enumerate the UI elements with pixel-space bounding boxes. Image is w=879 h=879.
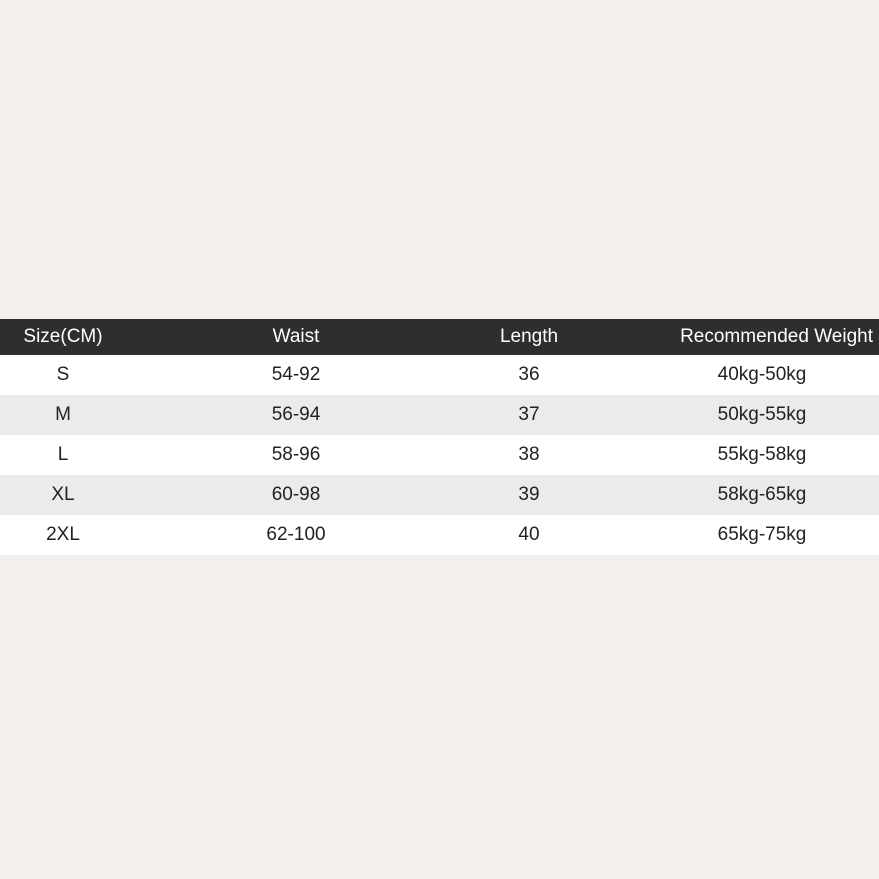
weight-cell: 65kg-75kg (717, 524, 807, 545)
size-cell: XL (51, 484, 75, 505)
weight-cell: 58kg-65kg (717, 484, 807, 505)
table-row: M 56-94 37 50kg-55kg (0, 395, 879, 435)
header-weight: Recommended Weight (680, 326, 873, 347)
length-cell: 39 (518, 484, 540, 505)
waist-cell: 58-96 (271, 444, 321, 465)
weight-cell: 55kg-58kg (717, 444, 807, 465)
length-cell: 38 (518, 444, 540, 465)
table-row: 2XL 62-100 40 65kg-75kg (0, 515, 879, 555)
waist-cell: 54-92 (271, 364, 321, 385)
weight-cell: 50kg-55kg (717, 404, 807, 425)
header-length: Length (499, 326, 559, 347)
table-row: L 58-96 38 55kg-58kg (0, 435, 879, 475)
size-cell: M (55, 404, 71, 425)
weight-cell: 40kg-50kg (717, 364, 807, 385)
length-cell: 40 (518, 524, 540, 545)
waist-cell: 60-98 (271, 484, 321, 505)
size-chart-table: Size(CM) Waist Length Recommended Weight… (0, 319, 879, 555)
length-cell: 36 (518, 364, 540, 385)
header-size: Size(CM) (23, 326, 103, 347)
size-cell: S (56, 364, 70, 385)
waist-cell: 56-94 (271, 404, 321, 425)
table-row: XL 60-98 39 58kg-65kg (0, 475, 879, 515)
size-cell: L (57, 444, 69, 465)
size-cell: 2XL (46, 524, 80, 545)
header-waist: Waist (272, 326, 320, 347)
table-header: Size(CM) Waist Length Recommended Weight (0, 319, 879, 355)
length-cell: 37 (518, 404, 540, 425)
table-row: S 54-92 36 40kg-50kg (0, 355, 879, 395)
waist-cell: 62-100 (266, 524, 326, 545)
